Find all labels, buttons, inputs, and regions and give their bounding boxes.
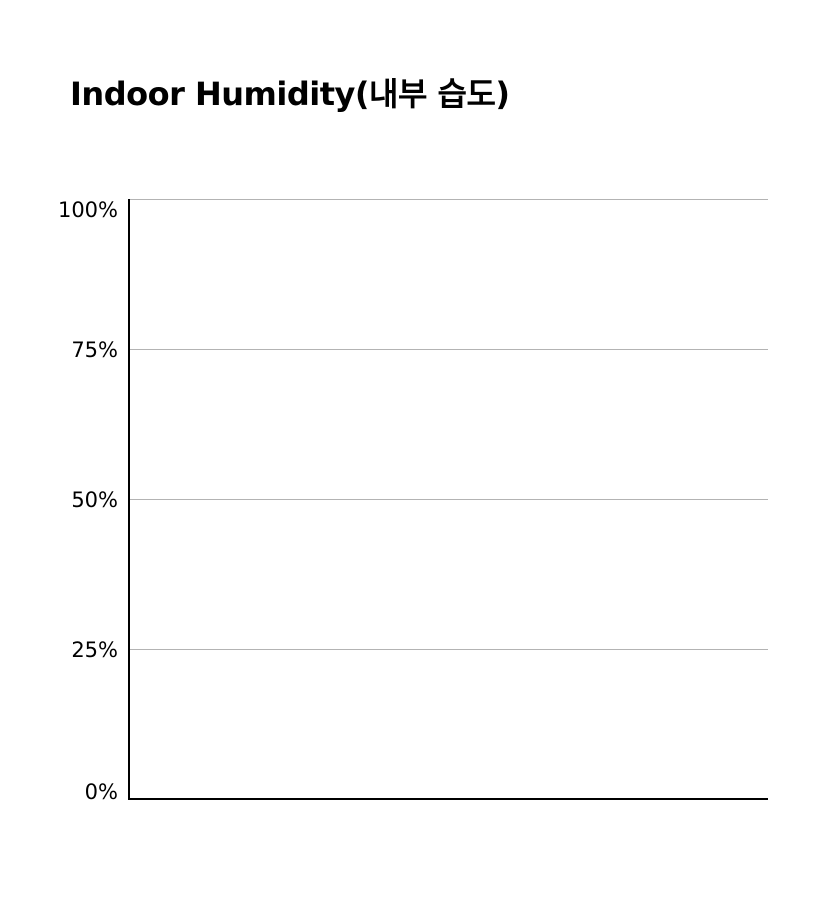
y-tick-label: 25% — [71, 638, 118, 662]
chart-title: Indoor Humidity(내부 습도) — [70, 75, 510, 113]
y-tick-label: 0% — [85, 780, 118, 804]
gridlines — [129, 199, 768, 650]
y-axis-ticks: 0% 25% 50% 75% 100% — [58, 198, 118, 804]
y-tick-label: 100% — [58, 198, 118, 222]
y-tick-label: 50% — [71, 488, 118, 512]
y-tick-label: 75% — [71, 338, 118, 362]
